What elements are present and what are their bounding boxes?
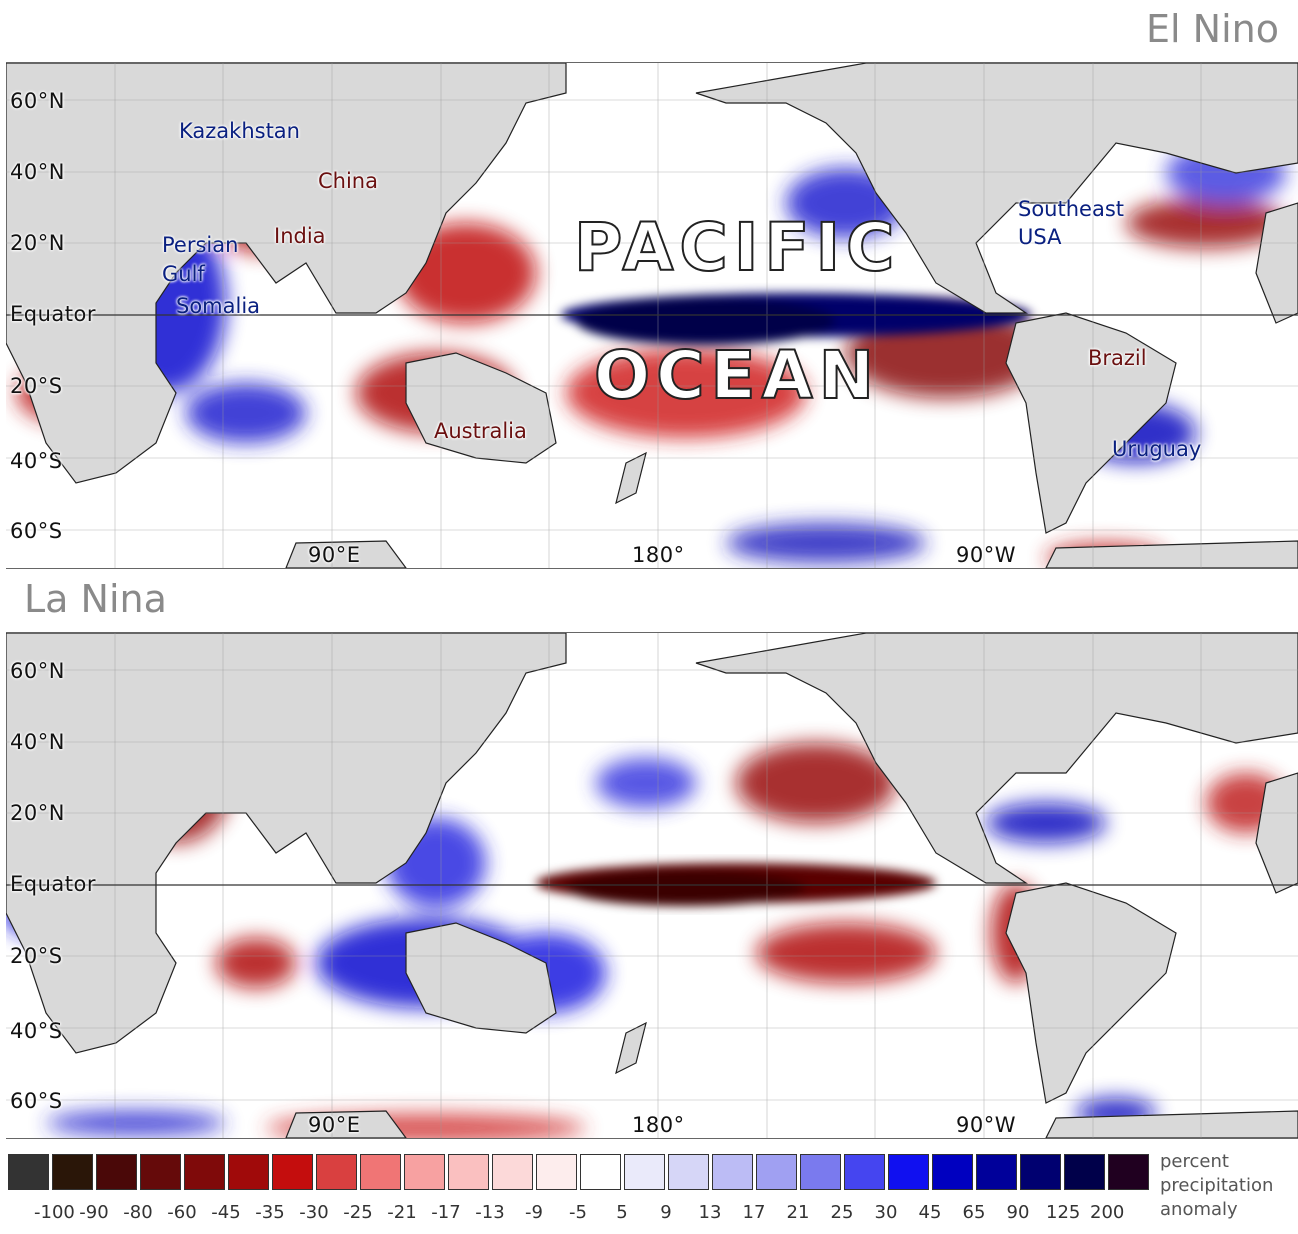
region-label-uruguay: Uruguay [1112,437,1202,461]
panel-title-la-nina: La Nina [24,577,167,621]
legend-tick-label: 30 [874,1202,898,1223]
lon-label-90w: 90°W [956,543,1016,567]
lat-label-60n: 60°N [10,659,65,683]
legend-swatch [96,1154,137,1190]
legend-title-line-3: anomaly [1160,1199,1238,1220]
region-label-kazakhstan: Kazakhstan [179,119,300,143]
legend-swatch [580,1154,621,1190]
legend-swatch [360,1154,401,1190]
legend-tick-label: -35 [255,1202,285,1223]
legend-swatch [624,1154,665,1190]
lat-label-20s: 20°S [10,374,63,398]
legend-tick-label: 90 [1006,1202,1030,1223]
lat-label-20n: 20°N [10,801,65,825]
lon-label-180: 180° [632,1113,685,1137]
lat-label-equator: Equator [10,302,96,326]
legend-swatch [1108,1154,1149,1190]
legend-tick-label: -90 [79,1202,109,1223]
lat-label-20s: 20°S [10,944,63,968]
legend-tick-label: 17 [742,1202,766,1223]
legend-swatch [272,1154,313,1190]
region-label-australia: Australia [434,419,527,443]
legend-title-line-1: percent [1160,1151,1229,1172]
panel-title-el-nino: El Nino [1146,7,1279,51]
ocean-label-ocean: OCEAN [593,336,880,415]
legend-tick-label: -17 [431,1202,461,1223]
legend-swatch [712,1154,753,1190]
legend-swatch [184,1154,225,1190]
legend-tick-label: -80 [123,1202,153,1223]
legend-tick-label: 45 [918,1202,942,1223]
legend-swatch [1020,1154,1061,1190]
el-nino-map: 60°N 40°N 20°N Equator 20°S 40°S 60°S 90… [6,62,1298,569]
legend-swatch [140,1154,181,1190]
legend-swatch [228,1154,269,1190]
legend-tick-label: 25 [830,1202,854,1223]
legend-tick-label: -30 [299,1202,329,1223]
ocean-label-pacific: PACIFIC [573,208,901,287]
region-label-somalia: Somalia [176,294,261,318]
legend-swatch [800,1154,841,1190]
region-label-china: China [318,169,378,193]
legend-tick-label: -13 [475,1202,505,1223]
legend-swatch [932,1154,973,1190]
lat-label-40s: 40°S [10,449,63,473]
lon-label-90e: 90°E [308,1113,361,1137]
land-masses [6,63,1298,568]
legend-title-line-2: precipitation [1160,1175,1274,1196]
legend-tick-label: 13 [698,1202,722,1223]
region-label-usa: USA [1018,225,1062,249]
region-label-southeast: Southeast [1018,197,1124,221]
legend-tick-label: -21 [387,1202,417,1223]
lat-label-60s: 60°S [10,1089,63,1113]
lon-label-90e: 90°E [308,543,361,567]
legend-title: percent precipitation anomaly [1160,1150,1273,1222]
legend-tick-label: 125 [1046,1202,1081,1223]
legend-tick-label: -100 [34,1202,75,1223]
legend-tick-label: -45 [211,1202,241,1223]
la-nina-map: 60°N 40°N 20°N Equator 20°S 40°S 60°S 90… [6,632,1298,1139]
legend-swatch [844,1154,885,1190]
land-masses [6,633,1298,1138]
el-nino-anomaly-field [6,63,1298,568]
legend-swatch [8,1154,49,1190]
lat-label-20n: 20°N [10,231,65,255]
lat-label-equator: Equator [10,872,96,896]
legend-tick-label: -25 [343,1202,373,1223]
region-label-persian: Persian [162,233,239,257]
legend-tick-label: 5 [616,1202,628,1223]
legend-swatch [404,1154,445,1190]
legend-swatch [1064,1154,1105,1190]
lat-label-60n: 60°N [10,89,65,113]
legend-swatch [976,1154,1017,1190]
region-label-brazil: Brazil [1088,346,1147,370]
legend-swatch [316,1154,357,1190]
la-nina-anomaly-field [6,633,1298,1138]
lat-label-40n: 40°N [10,160,65,184]
legend-swatch [536,1154,577,1190]
region-label-gulf: Gulf [162,262,205,286]
legend-tick-label: -9 [525,1202,543,1223]
lon-label-90w: 90°W [956,1113,1016,1137]
lon-label-180: 180° [632,543,685,567]
legend-tick-label: 21 [786,1202,810,1223]
legend-tick-label: -5 [569,1202,587,1223]
legend-swatch [448,1154,489,1190]
legend-swatch [668,1154,709,1190]
legend-tick-label: 65 [962,1202,986,1223]
lat-label-40n: 40°N [10,730,65,754]
legend-swatch [52,1154,93,1190]
legend-swatch [492,1154,533,1190]
legend-tick-label: -60 [167,1202,197,1223]
legend-tick-label: 9 [660,1202,672,1223]
lat-label-40s: 40°S [10,1019,63,1043]
region-label-india: India [274,224,326,248]
legend-swatch [888,1154,929,1190]
legend-swatch [756,1154,797,1190]
legend-tick-label: 200 [1090,1202,1125,1223]
lat-label-60s: 60°S [10,519,63,543]
